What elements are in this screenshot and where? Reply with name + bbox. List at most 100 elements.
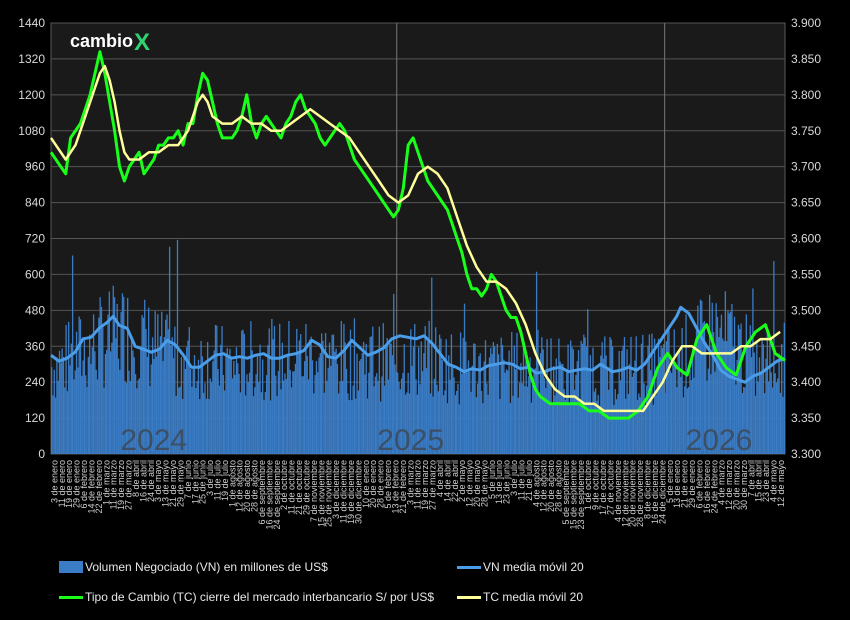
legend-label-vn-ma: VN media móvil 20 — [483, 560, 584, 574]
volume-bar — [664, 393, 666, 454]
x-tick-label: 21 de enero — [680, 460, 690, 508]
volume-bar — [766, 331, 768, 454]
volume-bar — [327, 367, 329, 454]
x-tick-label: 22 de febrero — [94, 460, 104, 514]
volume-bar — [554, 395, 556, 454]
volume-bar — [765, 358, 767, 454]
volume-bar — [349, 329, 352, 454]
volume-bar — [83, 337, 86, 454]
volume-bar — [732, 346, 734, 454]
volume-bar — [372, 326, 374, 454]
volume-bar — [73, 379, 75, 454]
volume-bar — [54, 397, 57, 454]
volume-bar — [649, 370, 652, 454]
volume-bar — [104, 354, 107, 454]
volume-bar — [395, 371, 398, 454]
volume-bar — [359, 360, 361, 454]
volume-bar — [726, 341, 728, 454]
x-tick-label: 19 de marzo — [116, 460, 126, 510]
volume-bar — [710, 374, 712, 454]
volume-bar — [58, 350, 61, 454]
volume-bar — [227, 358, 230, 454]
volume-bar — [743, 386, 745, 454]
volume-bar — [193, 355, 196, 454]
y-left-tick: 840 — [25, 196, 45, 210]
volume-bar — [583, 334, 585, 454]
volume-bar — [712, 332, 715, 454]
x-tick-label: 5 de febrero — [383, 460, 393, 509]
volume-bar — [697, 305, 699, 454]
volume-bar — [81, 375, 83, 454]
volume-bar — [651, 333, 653, 454]
x-tick-label: 12 de marzo — [724, 460, 734, 510]
volume-bar — [174, 326, 176, 454]
volume-bar — [613, 405, 615, 454]
volume-bar — [539, 353, 542, 454]
volume-bar — [677, 351, 679, 454]
volume-bar — [513, 345, 515, 454]
volume-bar — [698, 333, 700, 454]
volume-bar — [153, 359, 155, 454]
x-tick-label: 13 de junio — [494, 460, 504, 504]
volume-bar — [529, 357, 531, 454]
volume-bar — [584, 337, 586, 454]
volume-bar — [92, 314, 95, 454]
volume-bar — [366, 398, 369, 454]
volume-bar — [271, 318, 273, 454]
volume-bar — [731, 303, 733, 454]
volume-bar — [642, 334, 644, 454]
volume-bar — [66, 391, 69, 454]
volume-bar — [526, 386, 529, 454]
y-right-tick: 3.500 — [791, 303, 821, 317]
volume-bar — [289, 370, 291, 454]
volume-bar — [406, 392, 408, 454]
volume-bar — [610, 339, 612, 454]
volume-bar — [151, 337, 154, 454]
volume-bar — [99, 297, 101, 454]
volume-bar — [625, 398, 627, 454]
volume-bar — [288, 320, 290, 454]
y-right-tick: 3.300 — [791, 447, 821, 461]
volume-bar — [600, 355, 602, 454]
volume-bar — [431, 277, 433, 454]
volume-bar — [241, 330, 243, 454]
volume-bar — [340, 320, 342, 454]
volume-bar — [113, 297, 116, 454]
volume-bar — [251, 350, 253, 454]
volume-bar — [695, 330, 698, 454]
volume-bar — [585, 346, 588, 454]
volume-bar — [155, 356, 158, 454]
x-tick-label: 15 de noviembre — [316, 460, 326, 527]
volume-bar — [461, 373, 463, 454]
x-tick-label: 6 de septiembre — [257, 460, 267, 525]
x-tick-label: 5 de enero — [665, 460, 675, 503]
x-tick-label: 6 de febrero — [79, 460, 89, 509]
volume-bar — [433, 378, 436, 454]
x-tick-label: 4 de marzo — [717, 460, 727, 505]
volume-bar — [116, 304, 118, 454]
x-tick-label: 3 de mayo — [153, 460, 163, 502]
x-tick-label: 5 de septiembre — [561, 460, 571, 525]
x-tick-label: 28 de noviembre — [635, 460, 645, 527]
volume-bar — [196, 380, 198, 454]
volume-bar — [188, 327, 190, 454]
x-tick-label: 27 de marzo — [124, 460, 134, 510]
volume-bar — [345, 368, 348, 454]
volume-bar — [199, 399, 201, 454]
volume-bar — [702, 322, 704, 454]
x-tick-label: 29 de mayo — [175, 460, 185, 507]
volume-bar — [195, 388, 197, 454]
volume-bar — [237, 363, 239, 454]
volume-bar — [403, 344, 405, 454]
x-tick-label: 3 de julio — [205, 460, 215, 496]
x-tick-label: 13 de mayo — [161, 460, 171, 507]
volume-bar — [85, 375, 87, 454]
volume-bar — [246, 374, 248, 454]
volume-bar — [748, 345, 750, 454]
volume-bar — [608, 389, 610, 454]
volume-bar — [344, 342, 346, 454]
volume-bar — [543, 378, 546, 454]
volume-bar — [518, 382, 521, 454]
volume-bar — [300, 334, 302, 454]
volume-bar — [636, 399, 639, 454]
